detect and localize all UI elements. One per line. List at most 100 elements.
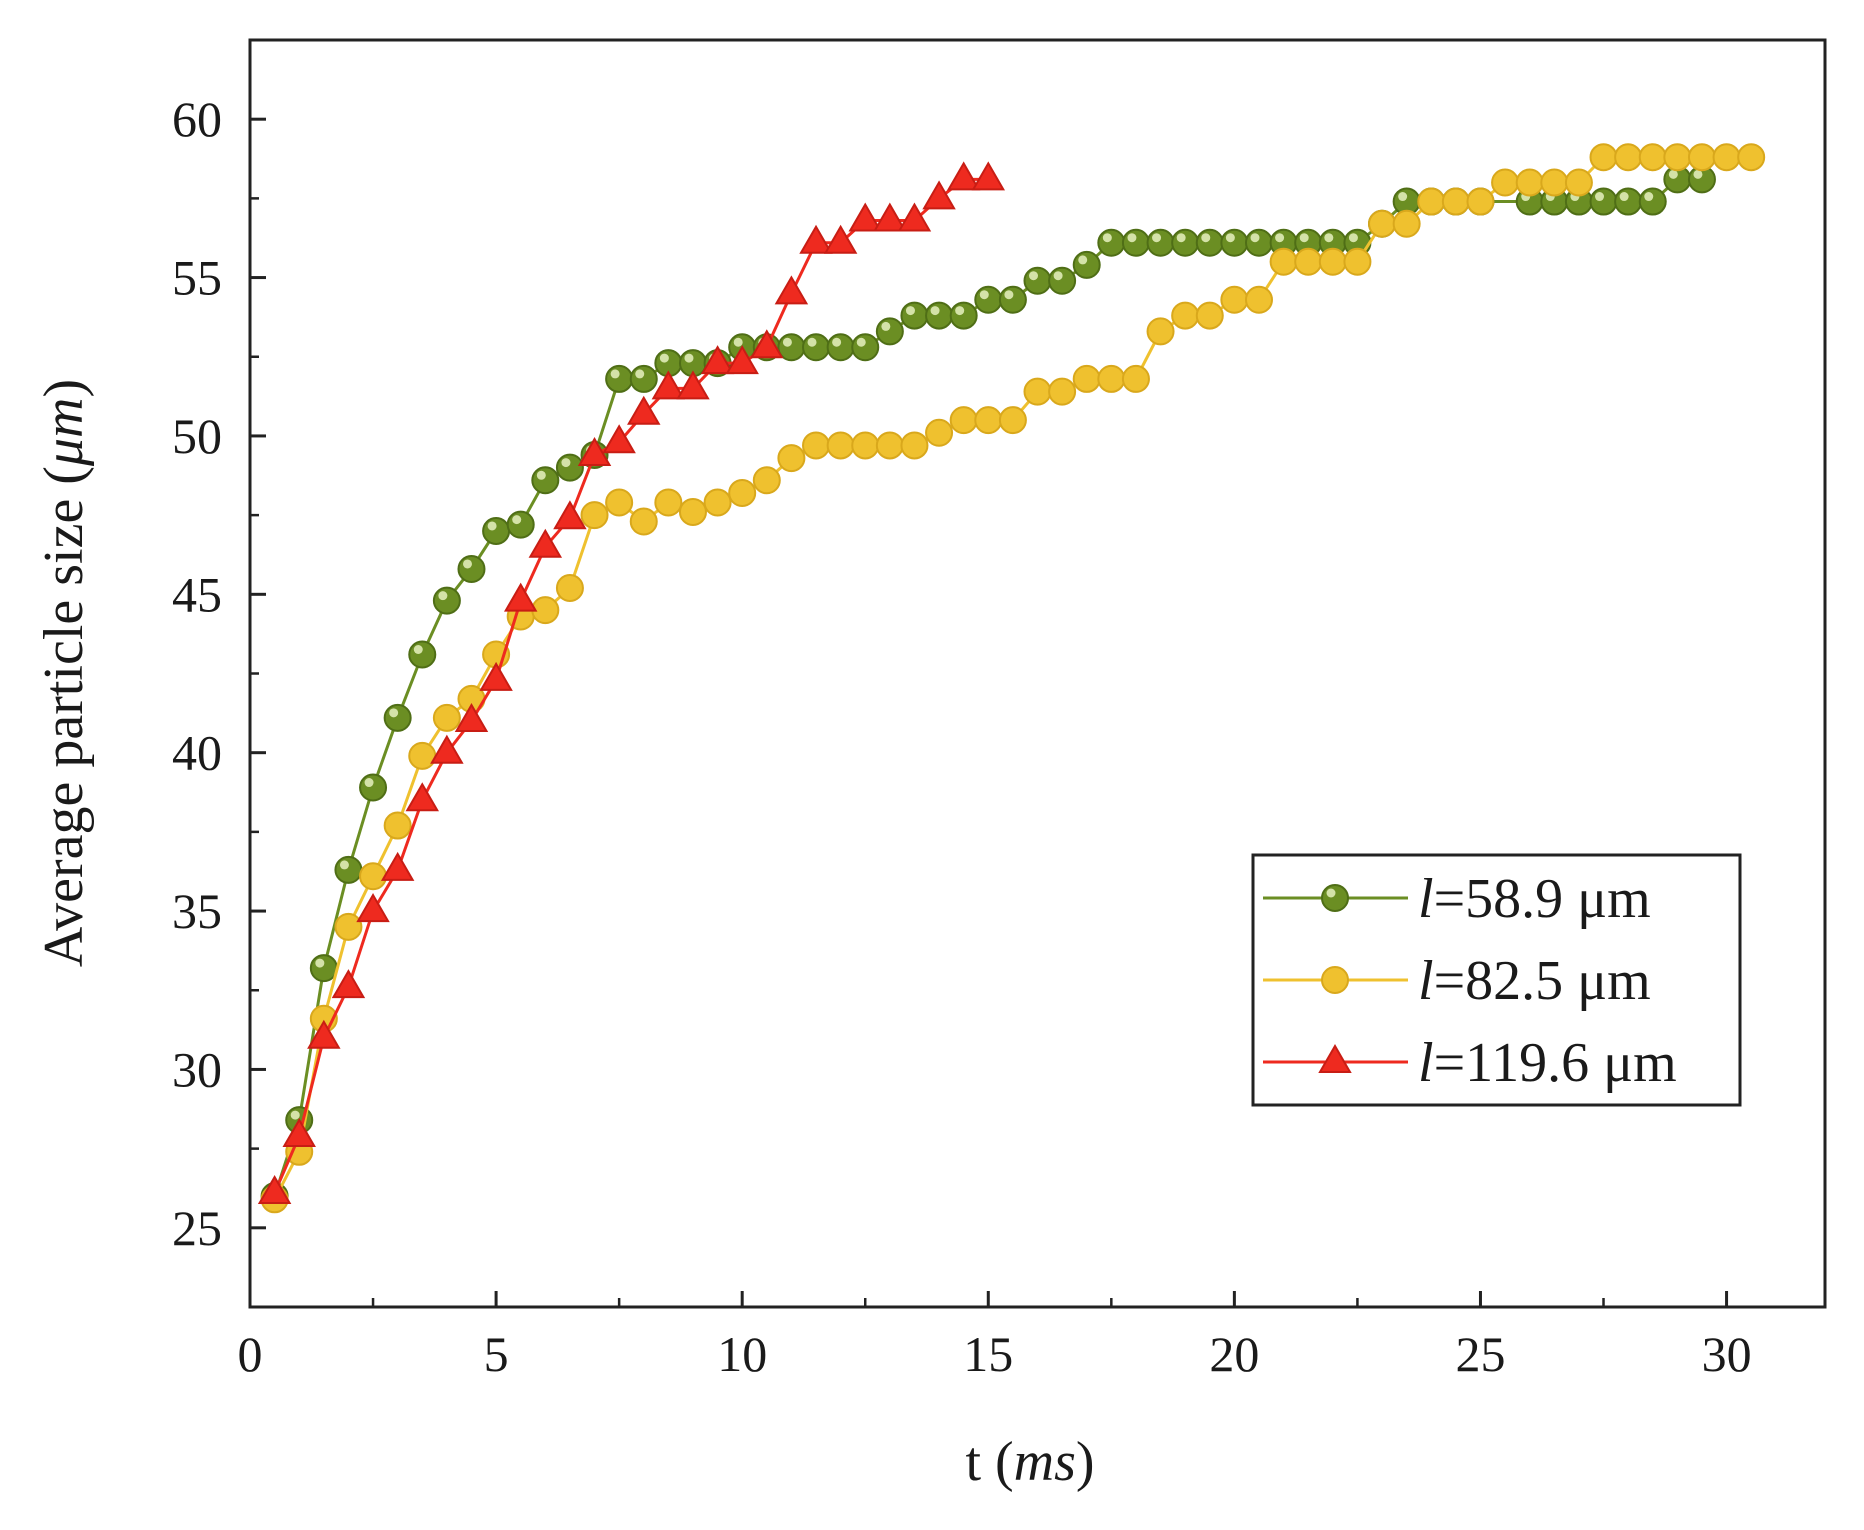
data-point <box>922 180 956 210</box>
data-point <box>605 488 634 517</box>
data-point <box>750 329 784 359</box>
x-tick-label: 0 <box>238 1326 263 1382</box>
data-point <box>432 586 461 615</box>
data-point-highlight <box>1595 192 1605 202</box>
data-point-highlight <box>832 337 842 347</box>
data-point <box>555 453 584 482</box>
data-point <box>1737 143 1766 172</box>
data-point-highlight <box>1102 233 1112 243</box>
data-point-highlight <box>1619 192 1629 202</box>
data-point <box>1466 187 1495 216</box>
data-point-highlight <box>561 458 571 468</box>
data-point-highlight <box>364 778 374 788</box>
data-point <box>925 301 954 330</box>
data-point <box>998 406 1027 435</box>
data-point <box>1023 377 1052 406</box>
data-point <box>900 431 929 460</box>
data-point <box>454 703 489 733</box>
data-point <box>703 488 732 517</box>
data-point-highlight <box>1176 233 1186 243</box>
axis-layer: 0 5 10 15 20 25 30 25 30 35 40 45 50 55 60 <box>172 91 1752 1382</box>
data-point-highlight <box>1078 255 1088 265</box>
data-point <box>678 497 707 526</box>
data-point <box>799 224 833 254</box>
data-point <box>1614 187 1643 216</box>
data-point <box>1368 209 1397 238</box>
data-point <box>405 782 439 812</box>
y-tick-label: 55 <box>172 250 222 306</box>
data-point <box>974 406 1003 435</box>
data-point <box>1195 301 1224 330</box>
legend: l=58.9 μm l=82.5 μm l=119.6 μm <box>1251 853 1742 1107</box>
data-point-highlight <box>487 521 497 531</box>
data-point-highlight <box>635 369 645 379</box>
data-point-highlight <box>1644 192 1654 202</box>
data-point-highlight <box>1250 233 1260 243</box>
data-point <box>307 1019 341 1049</box>
data-point-highlight <box>315 958 325 968</box>
y-tick-label: 35 <box>172 883 222 939</box>
data-point-highlight <box>339 860 349 870</box>
data-point <box>1097 364 1126 393</box>
data-point <box>1638 143 1667 172</box>
data-point-highlight <box>1127 233 1137 243</box>
data-point <box>971 161 1006 191</box>
data-point <box>1048 266 1077 295</box>
data-point <box>432 703 461 732</box>
data-point <box>528 528 563 558</box>
legend-item-2: l=82.5 μm <box>1263 950 1651 1012</box>
data-point <box>359 862 388 891</box>
data-point <box>1072 364 1101 393</box>
data-point-highlight <box>1398 192 1408 202</box>
data-point <box>1663 143 1692 172</box>
data-point <box>1195 228 1224 257</box>
y-tick-label: 50 <box>172 408 222 464</box>
data-point <box>479 661 513 691</box>
data-point <box>925 418 954 447</box>
series-2 <box>260 143 1766 1214</box>
data-point-highlight <box>807 337 817 347</box>
data-point-highlight <box>413 644 423 654</box>
data-point <box>430 734 464 764</box>
data-point <box>676 370 710 400</box>
data-point <box>531 466 560 495</box>
data-point <box>627 395 661 425</box>
data-point-highlight <box>979 290 989 300</box>
data-point <box>257 1174 292 1204</box>
data-point <box>282 1117 316 1147</box>
data-point <box>1048 377 1077 406</box>
y-tick-label: 25 <box>172 1200 222 1256</box>
data-point <box>875 317 904 346</box>
x-axis-title: t (ms) <box>965 1431 1094 1493</box>
data-point <box>998 285 1027 314</box>
y-tick-label: 60 <box>172 91 222 147</box>
data-point <box>1343 247 1372 276</box>
data-point <box>1023 266 1052 295</box>
data-point-highlight <box>1348 233 1358 243</box>
legend-marker-1-highlight <box>1326 888 1336 898</box>
data-point <box>580 501 609 530</box>
data-point <box>725 345 759 375</box>
data-point <box>1441 187 1470 216</box>
data-point <box>334 912 363 941</box>
data-point-highlight <box>1029 271 1038 281</box>
data-point <box>1515 168 1544 197</box>
data-point <box>331 969 366 999</box>
y-axis-title: Average particle size (μm) <box>33 379 95 967</box>
data-point-highlight <box>1299 233 1309 243</box>
data-point-highlight <box>930 306 940 316</box>
data-point <box>826 431 855 460</box>
data-point <box>1269 247 1298 276</box>
y-tick-label: 30 <box>172 1041 222 1097</box>
data-point <box>359 773 388 802</box>
x-tick-label: 20 <box>1209 1326 1259 1382</box>
data-point <box>555 573 584 602</box>
data-point-highlight <box>659 353 669 363</box>
x-tick-label: 25 <box>1455 1326 1505 1382</box>
series-layer <box>257 143 1766 1214</box>
data-point <box>774 275 809 305</box>
data-point <box>629 507 658 536</box>
data-point <box>946 161 981 191</box>
